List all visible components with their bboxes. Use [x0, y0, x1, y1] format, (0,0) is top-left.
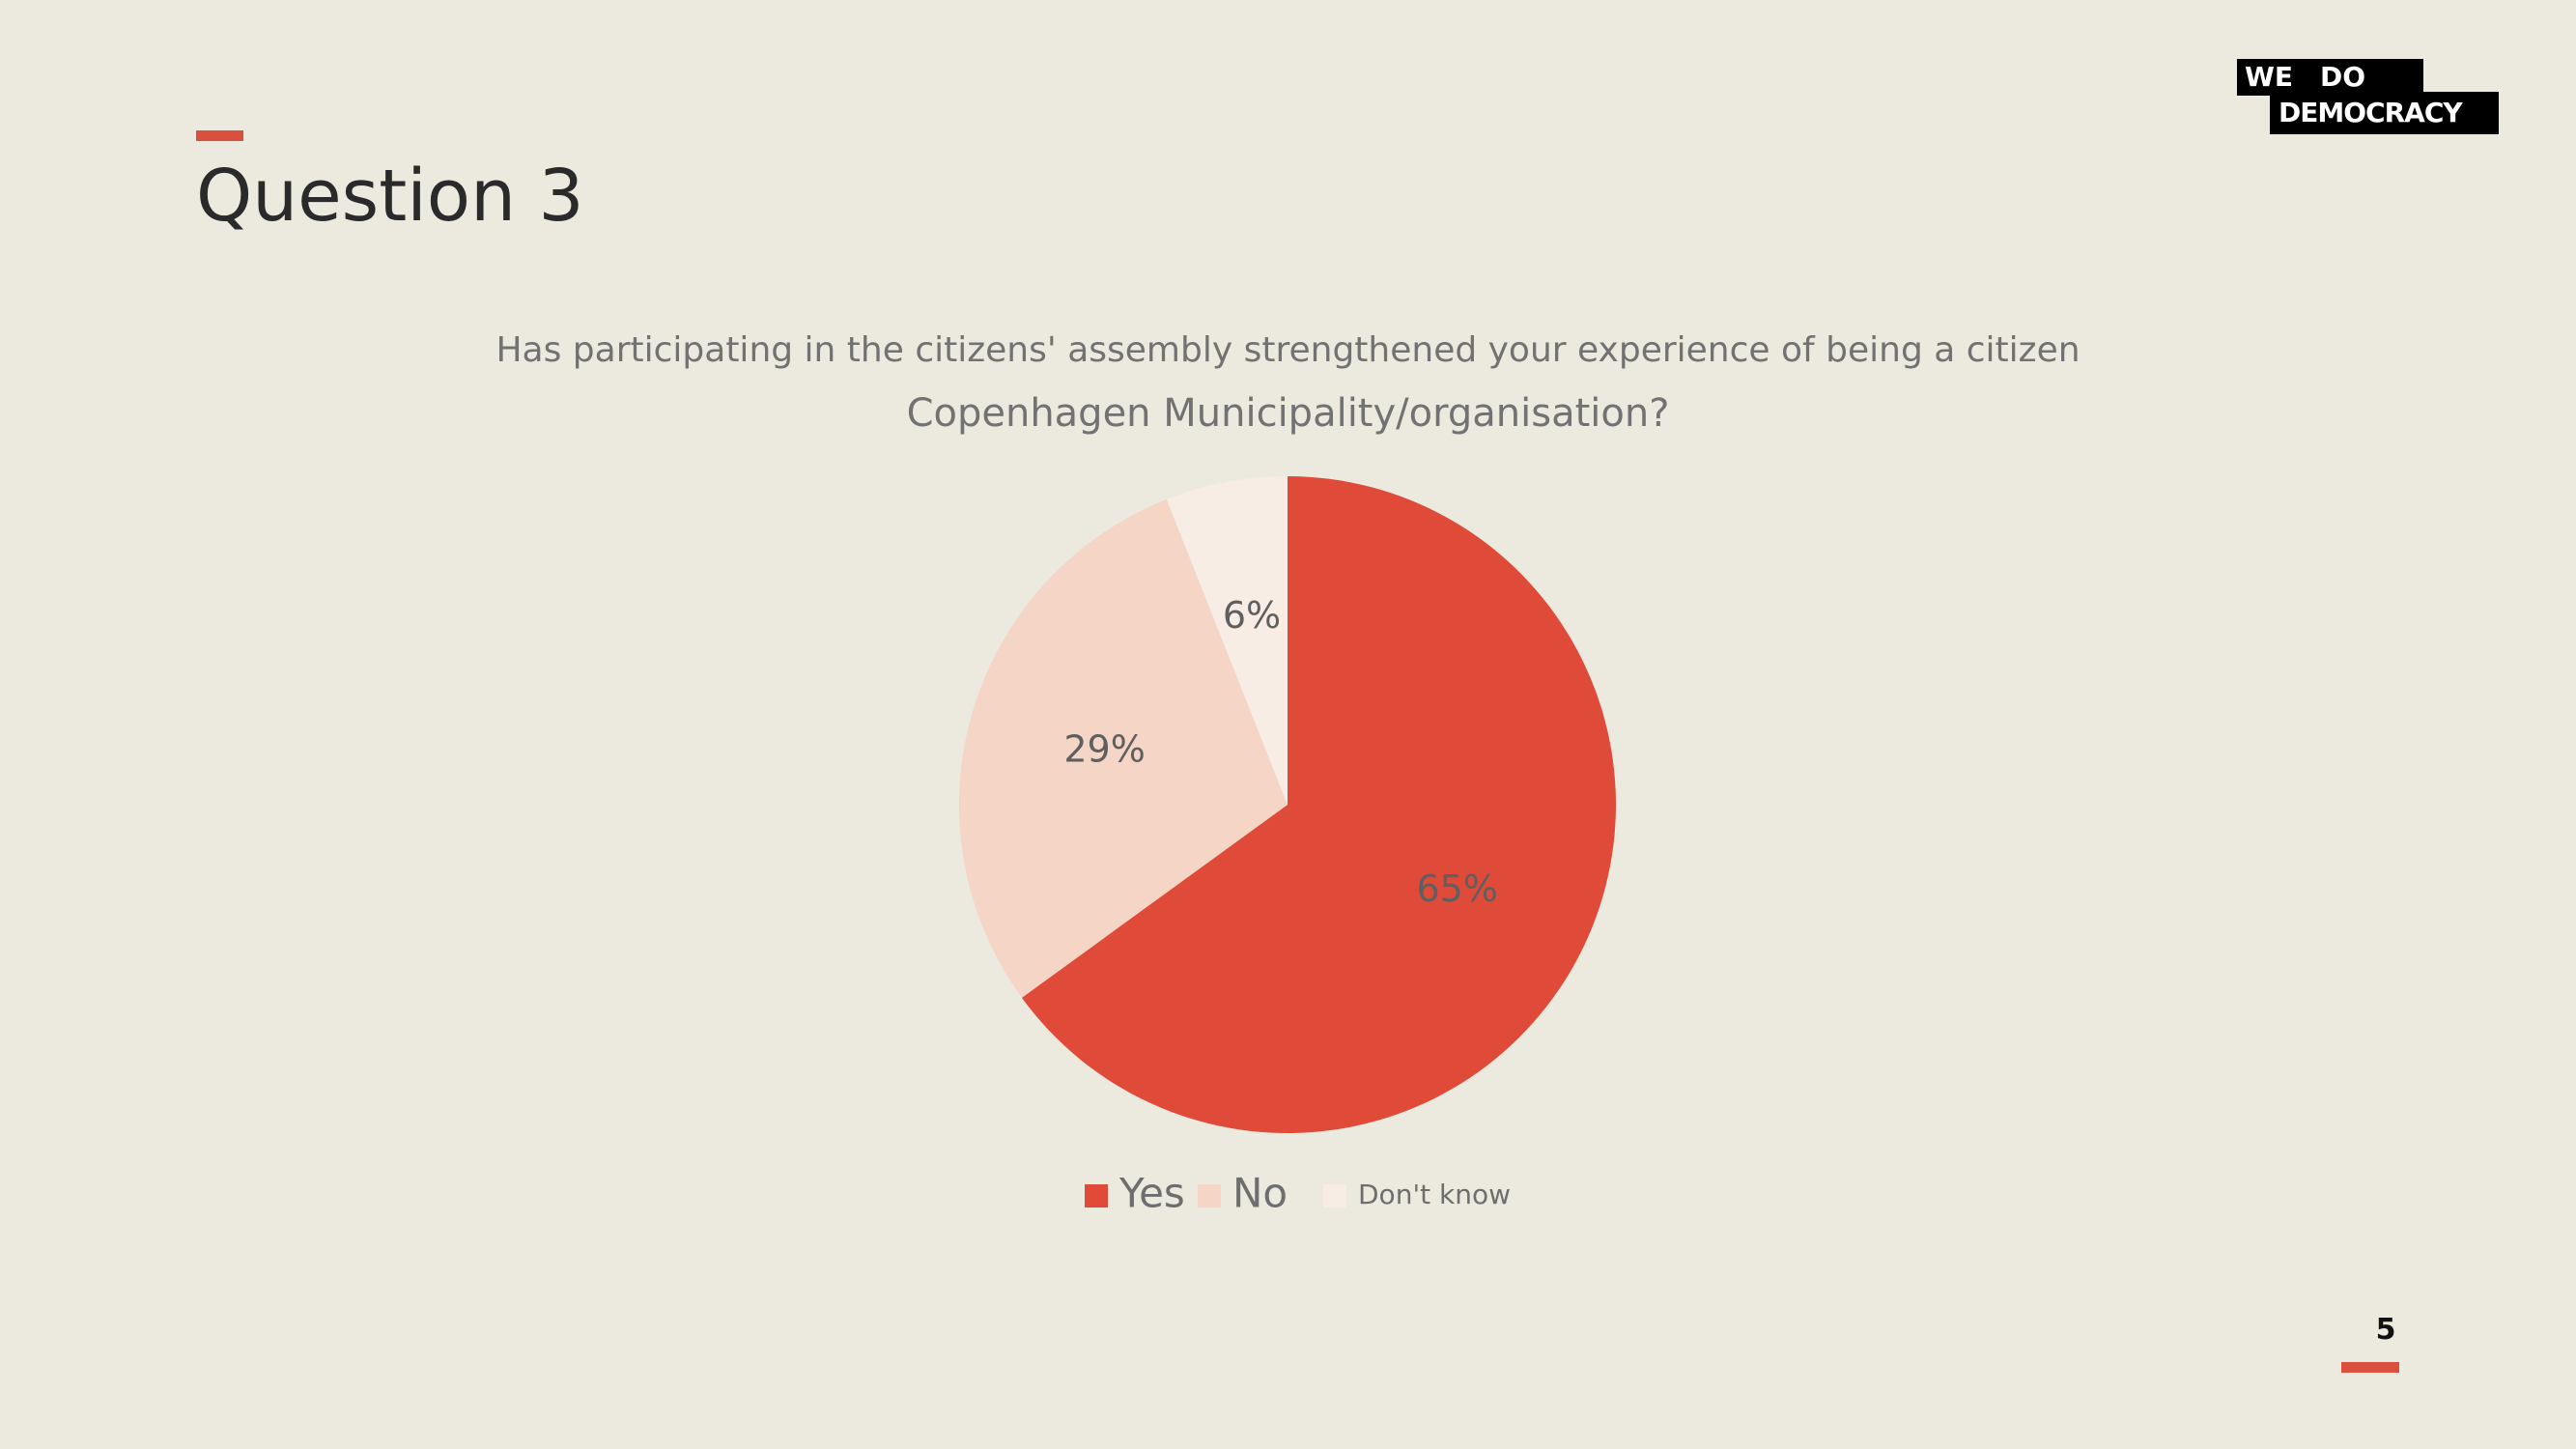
chart-question-line2: Copenhagen Municipality/organisation? — [906, 391, 1670, 436]
page-title: Question 3 — [196, 155, 584, 238]
legend-swatch-don-t-know — [1323, 1184, 1346, 1208]
legend-label-don-t-know: Don't know — [1358, 1179, 1511, 1210]
data-label-don-t-know: 6% — [1223, 594, 1281, 637]
pie-slice-yes — [1021, 476, 1616, 1133]
legend-label-yes: Yes — [1118, 1170, 1185, 1217]
data-label-yes: 65% — [1416, 867, 1497, 910]
logo-we: WE — [2245, 61, 2294, 93]
chart-question-line1: Has participating in the citizens' assem… — [495, 330, 2081, 370]
logo-do: DO — [2320, 61, 2366, 93]
page-number-accent-bar — [2341, 1362, 2399, 1373]
logo-democracy: DEMOCRACY — [2279, 97, 2463, 128]
legend-label-no: No — [1232, 1170, 1288, 1217]
title-accent-bar — [196, 130, 243, 141]
legend-swatch-yes — [1085, 1184, 1108, 1208]
pie-slice-don-t-know — [1166, 476, 1288, 805]
data-label-no: 29% — [1063, 728, 1145, 771]
page-number: 5 — [2375, 1313, 2396, 1347]
legend-swatch-no — [1198, 1184, 1221, 1208]
pie-slice-no — [958, 498, 1288, 998]
